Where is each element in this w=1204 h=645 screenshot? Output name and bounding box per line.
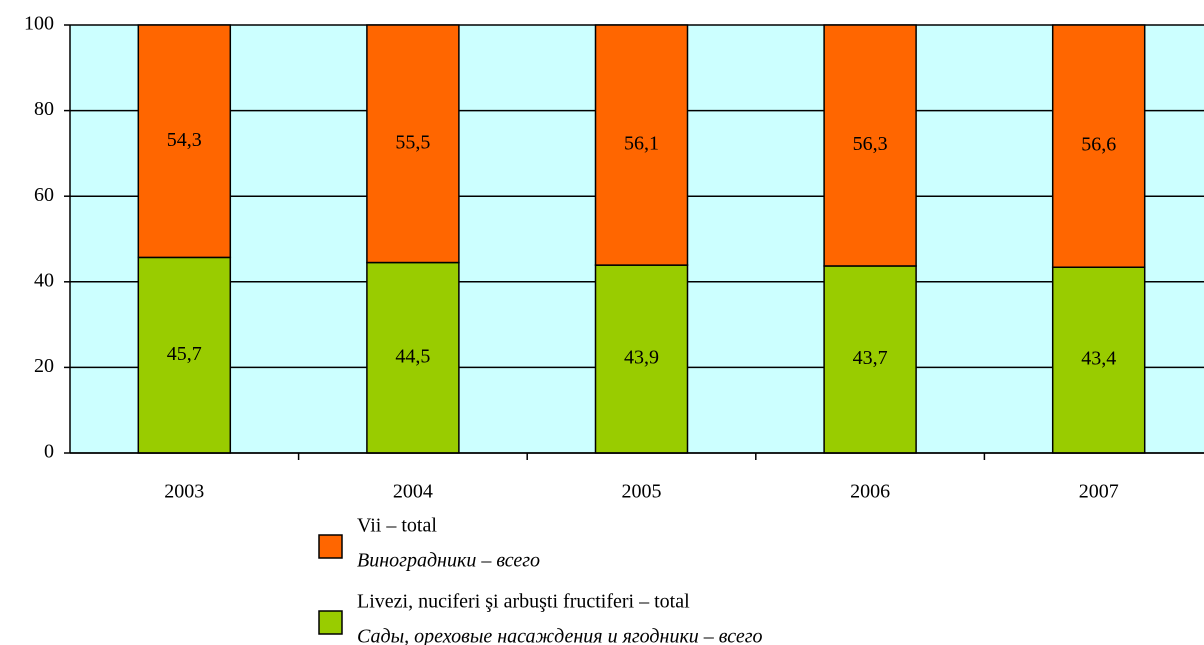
legend-label: Vii – total	[357, 515, 437, 537]
legend-label: Livezi, nuciferi şi arbuşti fructiferi –…	[357, 591, 690, 613]
y-tick-label: 20	[34, 355, 54, 377]
value-label: 56,3	[853, 133, 888, 155]
x-tick-label: 2007	[1079, 481, 1119, 503]
bar-segment	[366, 24, 460, 264]
value-label: 54,3	[167, 129, 202, 151]
bar-segment	[1051, 24, 1146, 268]
x-tick-label: 2006	[850, 481, 890, 503]
legend-swatch	[318, 610, 343, 635]
value-label: 56,1	[624, 133, 659, 155]
value-label: 43,7	[853, 347, 888, 369]
legend-swatch	[318, 534, 343, 559]
y-tick-label: 40	[34, 269, 54, 291]
y-tick-label: 100	[24, 13, 54, 35]
x-tick-label: 2004	[393, 481, 433, 503]
bar-segment	[594, 264, 689, 454]
bar-segment	[1051, 266, 1146, 454]
value-label: 55,5	[395, 131, 430, 153]
value-label: 45,7	[167, 343, 202, 365]
legend-label-alt: Виноградники – всего	[357, 550, 540, 572]
bar-segment	[366, 261, 460, 454]
y-tick-label: 0	[44, 441, 54, 463]
bar-segment	[823, 265, 917, 454]
y-tick-label: 60	[34, 184, 54, 206]
value-label: 56,6	[1081, 134, 1116, 156]
value-label: 43,9	[624, 347, 659, 369]
value-label: 44,5	[395, 345, 430, 367]
y-tick-label: 80	[34, 98, 54, 120]
bar-segment	[137, 256, 232, 454]
x-tick-label: 2003	[164, 481, 204, 503]
value-label: 43,4	[1081, 348, 1116, 370]
bar-segment	[823, 24, 917, 267]
bar-segment	[137, 24, 232, 259]
bar-segment	[594, 24, 689, 266]
x-tick-label: 2005	[622, 481, 662, 503]
legend-label-alt: Сады, ореховые насаждения и ягодники – в…	[357, 626, 763, 645]
